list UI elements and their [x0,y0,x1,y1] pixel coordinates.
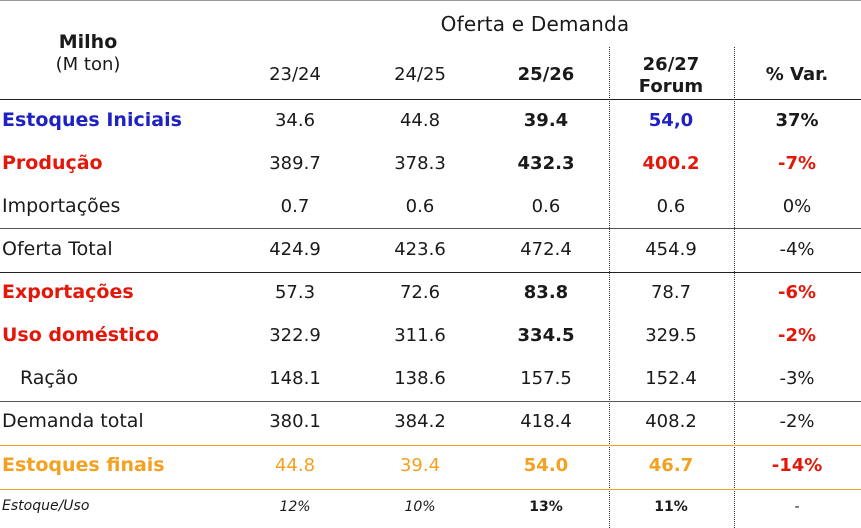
table-cell: 37% [775,110,819,131]
row-label: Demanda total [2,410,144,432]
table-cell: 334.5 [517,325,575,346]
table-cell: 472.4 [520,239,572,260]
forecast-separator-left [609,47,610,528]
column-header-line-1: 26/27 [642,54,700,75]
table-cell: 148.1 [269,368,321,389]
table-cell: 152.4 [645,368,697,389]
column-header-24-25: 24/25 [394,64,446,85]
table-cell: 432.3 [517,153,575,174]
table-cell: 12% [279,499,311,515]
table-cell: 57.3 [274,282,316,303]
table-cell: 389.7 [269,153,321,174]
table-cell: 11% [654,499,688,515]
table-cell: -6% [777,282,817,303]
row-label: Uso doméstico [2,324,159,346]
table-cell: 83.8 [523,282,569,303]
table-cell: 424.9 [269,239,321,260]
column-header-23-24: 23/24 [269,64,321,85]
table-cell: 0.6 [531,196,561,217]
table-cell: -14% [771,455,823,476]
row-label: Importações [2,195,121,217]
table-cell: 0.7 [280,196,310,217]
table-cell: -4% [779,239,815,260]
table-cell: 34.6 [274,110,316,131]
row-rule-demand-total [0,401,861,402]
column-header-26-27-forum: 26/27 Forum [621,54,721,98]
column-header-pct-var: % Var. [765,64,829,85]
row-label: Oferta Total [2,238,113,260]
table-cell: 0.6 [405,196,435,217]
table-cell: 138.6 [394,368,446,389]
unit-label: (M ton) [55,54,121,75]
column-header-25-26: 25/26 [517,64,575,85]
table-cell: 46.7 [648,455,694,476]
table-cell: - [794,499,800,515]
table-cell: 54.0 [523,455,569,476]
table-cell: 418.4 [520,411,572,432]
table-cell: -3% [779,368,815,389]
row-label: Exportações [2,281,134,303]
table-cell: 72.6 [399,282,441,303]
row-label: Estoque/Uso [2,498,90,514]
table-cell: 0.6 [656,196,686,217]
table-cell: 0% [782,196,812,217]
table-cell: 380.1 [269,411,321,432]
table-cell: 329.5 [645,325,697,346]
table-cell: 54,0 [648,110,694,131]
table-cell: 39.4 [399,455,441,476]
top-rule [0,0,861,1]
table-cell: 13% [529,499,563,515]
row-rule-supply-total [0,228,861,229]
table-cell: 44.8 [274,455,316,476]
row-label: Produção [2,152,103,174]
column-header-line-2: Forum [638,76,704,97]
row-label: Estoques Iniciais [2,109,182,131]
group-header: Oferta e Demanda [440,12,630,36]
table-cell: 408.2 [645,411,697,432]
row-label: Ração [20,367,79,389]
table-cell: 44.8 [399,110,441,131]
header-rule [0,99,861,100]
row-label: Estoques finais [2,454,165,476]
supply-demand-rule [0,272,861,273]
forecast-separator-right [734,47,735,528]
ending-stock-rule-bottom [0,489,861,490]
table-cell: 39.4 [523,110,569,131]
table-cell: 378.3 [394,153,446,174]
table-cell: 454.9 [645,239,697,260]
item-title: Milho [58,31,118,53]
table-cell: 384.2 [394,411,446,432]
table-cell: 78.7 [650,282,692,303]
ending-stock-rule-top [0,445,861,446]
table-cell: -7% [777,153,817,174]
table-cell: 311.6 [394,325,446,346]
table-cell: -2% [779,411,815,432]
table-cell: -2% [777,325,817,346]
table-cell: 423.6 [394,239,446,260]
table-cell: 400.2 [642,153,700,174]
table-cell: 157.5 [520,368,572,389]
table-cell: 322.9 [269,325,321,346]
table-cell: 10% [404,499,436,515]
